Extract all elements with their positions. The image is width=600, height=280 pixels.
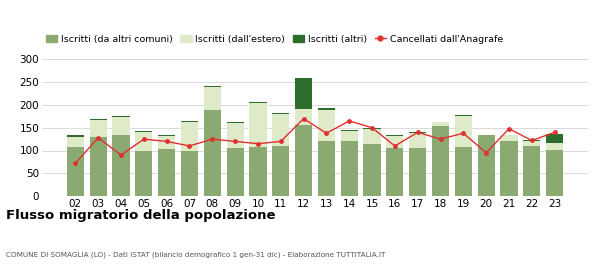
Bar xyxy=(364,129,380,144)
Bar xyxy=(272,113,289,114)
Bar xyxy=(181,121,198,122)
Bar xyxy=(409,133,426,148)
Bar xyxy=(250,102,266,103)
Bar xyxy=(89,120,107,137)
Bar xyxy=(272,146,289,196)
Bar xyxy=(89,137,107,196)
Bar xyxy=(478,135,495,136)
Bar xyxy=(181,151,198,196)
Bar xyxy=(546,143,563,150)
Bar xyxy=(135,132,152,151)
Bar xyxy=(409,132,426,133)
Bar xyxy=(67,136,84,137)
Legend: Iscritti (da altri comuni), Iscritti (dall'estero), Iscritti (altri), Cancellati: Iscritti (da altri comuni), Iscritti (da… xyxy=(42,31,507,48)
Bar xyxy=(204,86,221,87)
Bar xyxy=(523,146,541,196)
Bar xyxy=(455,116,472,147)
Bar xyxy=(112,117,130,136)
Bar xyxy=(546,134,563,143)
Bar xyxy=(112,136,130,196)
Bar xyxy=(341,141,358,196)
Bar xyxy=(318,109,335,141)
Bar xyxy=(432,126,449,196)
Bar xyxy=(364,128,380,129)
Bar xyxy=(341,130,358,131)
Bar xyxy=(272,114,289,146)
Bar xyxy=(500,136,518,141)
Bar xyxy=(158,136,175,149)
Bar xyxy=(135,131,152,132)
Bar xyxy=(455,147,472,196)
Bar xyxy=(318,108,335,109)
Bar xyxy=(364,144,380,196)
Bar xyxy=(546,150,563,196)
Bar xyxy=(135,151,152,196)
Bar xyxy=(295,125,312,196)
Bar xyxy=(250,103,266,147)
Bar xyxy=(386,135,403,136)
Bar xyxy=(478,136,495,196)
Bar xyxy=(67,147,84,196)
Bar xyxy=(341,131,358,141)
Bar xyxy=(204,109,221,196)
Bar xyxy=(500,141,518,196)
Text: Flusso migratorio della popolazione: Flusso migratorio della popolazione xyxy=(6,209,275,221)
Bar xyxy=(227,123,244,148)
Bar xyxy=(386,148,403,196)
Bar xyxy=(318,141,335,196)
Bar xyxy=(386,136,403,148)
Bar xyxy=(455,115,472,116)
Bar xyxy=(409,148,426,196)
Text: COMUNE DI SOMAGLIA (LO) - Dati ISTAT (bilancio demografico 1 gen-31 dic) - Elabo: COMUNE DI SOMAGLIA (LO) - Dati ISTAT (bi… xyxy=(6,252,385,258)
Bar xyxy=(227,148,244,196)
Bar xyxy=(112,116,130,117)
Bar xyxy=(295,109,312,125)
Bar xyxy=(295,78,312,109)
Bar xyxy=(227,122,244,123)
Bar xyxy=(432,122,449,126)
Bar xyxy=(89,119,107,120)
Bar xyxy=(181,122,198,151)
Bar xyxy=(204,87,221,109)
Bar xyxy=(523,141,541,146)
Bar xyxy=(500,135,518,136)
Bar xyxy=(250,147,266,196)
Bar xyxy=(158,149,175,196)
Bar xyxy=(67,137,84,147)
